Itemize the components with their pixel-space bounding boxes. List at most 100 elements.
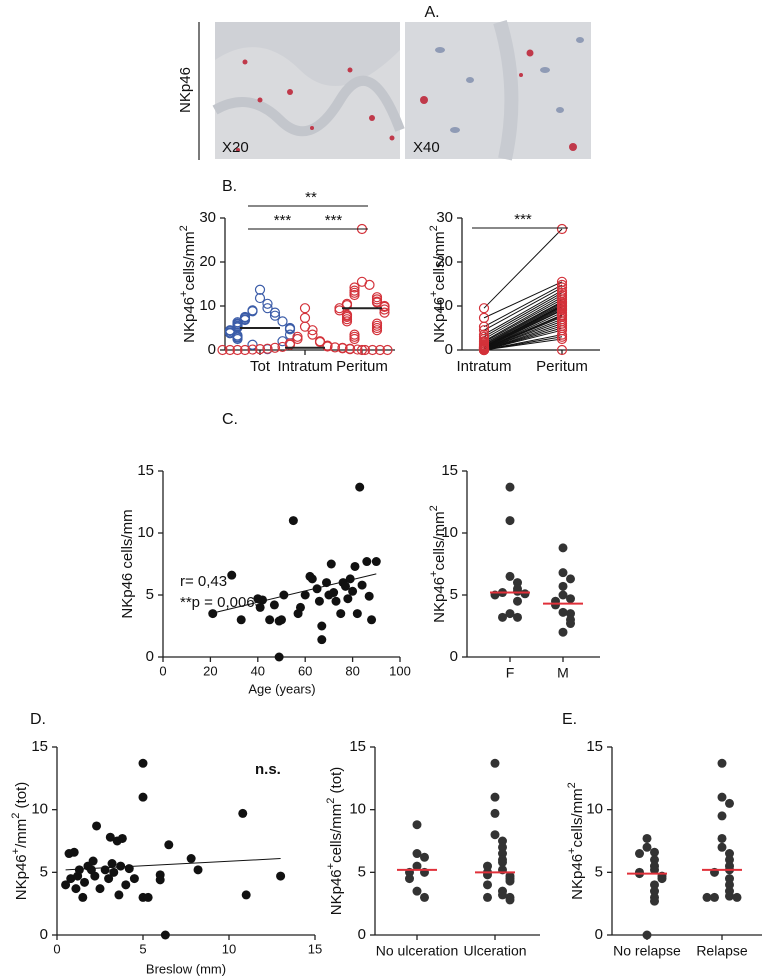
data-point — [322, 341, 333, 352]
y-tick-label: 30 — [436, 209, 453, 226]
data-point — [642, 833, 652, 843]
data-point — [478, 344, 490, 356]
y-label-part: 2 — [178, 225, 190, 231]
data-point — [505, 571, 515, 581]
data-point — [258, 595, 268, 605]
data-point — [138, 758, 148, 768]
data-point — [558, 581, 568, 591]
data-point — [66, 874, 76, 884]
data-point — [255, 602, 265, 612]
x-axis-label: Age (years) — [248, 681, 315, 696]
data-point — [352, 609, 362, 619]
data-point — [717, 792, 727, 802]
y-label-part: + — [178, 290, 190, 296]
data-point — [292, 333, 303, 345]
x-axis-label: Breslow (mm) — [146, 961, 226, 976]
data-point — [69, 847, 79, 857]
data-point — [710, 892, 719, 902]
data-point — [558, 607, 568, 617]
data-point — [650, 847, 659, 857]
data-point — [88, 856, 98, 866]
data-point — [276, 871, 286, 881]
data-point — [556, 279, 568, 290]
data-point — [232, 344, 243, 356]
y-label-part: NKp46 — [181, 297, 198, 343]
y-label-part: cells/mm — [431, 231, 448, 290]
data-point — [329, 342, 341, 353]
data-point — [556, 333, 568, 345]
data-point — [274, 652, 284, 662]
data-point — [478, 303, 490, 314]
data-point — [345, 574, 355, 584]
y-tick-label: 10 — [586, 801, 603, 818]
data-point — [483, 880, 492, 890]
data-point — [725, 798, 734, 808]
data-point — [505, 482, 515, 492]
data-point — [558, 627, 568, 637]
y-tick-label: 15 — [349, 738, 366, 755]
data-point — [498, 836, 507, 846]
data-point — [100, 865, 110, 875]
data-point — [337, 343, 348, 354]
data-point — [650, 896, 659, 906]
micrograph-x40 — [405, 22, 591, 159]
y-tick-label: 10 — [137, 524, 154, 541]
y-label-part: + — [428, 570, 440, 576]
data-point — [513, 596, 522, 606]
data-point — [498, 842, 507, 852]
x-tick-label: Tot — [250, 358, 271, 375]
pair-line — [483, 296, 563, 342]
data-point — [241, 890, 251, 900]
significance-label: *** — [325, 212, 343, 229]
data-point — [551, 600, 560, 610]
x-tick-label: 5 — [139, 941, 146, 956]
data-point — [307, 325, 318, 336]
data-point — [725, 849, 734, 859]
y-tick-label: 30 — [199, 209, 216, 226]
y-tick-label: 5 — [146, 586, 154, 603]
data-point — [478, 321, 490, 332]
x-tick-label: 0 — [53, 941, 60, 956]
y-tick-label: 5 — [40, 863, 48, 880]
data-point — [367, 344, 378, 356]
x-tick-label: 60 — [298, 663, 312, 678]
data-point — [236, 615, 246, 625]
data-point — [334, 305, 345, 316]
data-point — [307, 329, 318, 340]
x-tick-label: 20 — [203, 663, 217, 678]
data-point — [299, 312, 311, 323]
y-tick-label: 20 — [199, 253, 216, 270]
y-label-part: 2 — [10, 813, 22, 819]
x-tick-label: No ulceration — [376, 943, 459, 959]
data-point — [277, 615, 286, 625]
data-point — [117, 833, 127, 843]
x-tick-label: 40 — [251, 663, 265, 678]
y-axis-label: NKp46+cells/mm2 — [428, 225, 448, 343]
data-point — [364, 591, 374, 601]
pair-line — [483, 284, 563, 328]
y-label-part: 2 — [566, 782, 578, 788]
data-point — [279, 590, 289, 600]
data-point — [505, 876, 515, 886]
x-tick-label: 15 — [308, 941, 322, 956]
significance-label: *** — [514, 211, 532, 228]
data-point — [269, 310, 281, 321]
y-label-part: cells/mm — [328, 804, 345, 863]
annotation: r= 0,43 — [180, 573, 227, 590]
data-point — [371, 325, 383, 336]
data-point — [483, 861, 492, 871]
data-point — [364, 279, 375, 290]
y-tick-label: 10 — [436, 297, 453, 314]
x-tick-label: 100 — [389, 663, 411, 678]
data-point — [498, 849, 507, 859]
data-point — [164, 840, 174, 850]
data-point — [227, 570, 237, 580]
data-point — [284, 339, 296, 350]
data-point — [295, 602, 305, 612]
data-point — [262, 303, 273, 314]
data-point — [155, 875, 165, 885]
y-label-part: 2 — [325, 798, 337, 804]
data-point — [254, 284, 266, 295]
